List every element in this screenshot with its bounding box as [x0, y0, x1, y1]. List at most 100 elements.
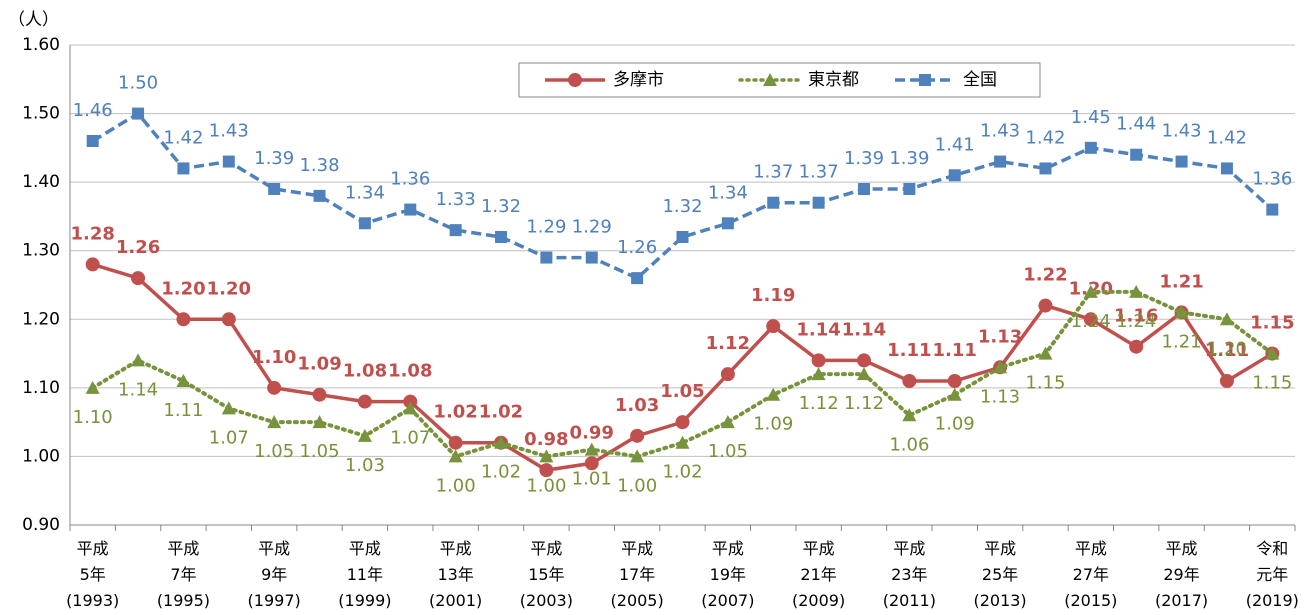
data-label: 1.24 — [1071, 311, 1111, 332]
data-label: 1.12 — [844, 393, 884, 414]
marker — [766, 319, 781, 334]
marker — [630, 428, 645, 443]
marker — [1038, 346, 1053, 360]
data-label: 1.14 — [796, 319, 840, 340]
marker — [763, 73, 777, 86]
data-label: 1.01 — [572, 469, 612, 490]
marker — [903, 183, 916, 195]
data-label: 1.13 — [978, 326, 1022, 347]
data-label: 1.42 — [163, 127, 203, 148]
data-label: 1.38 — [299, 155, 339, 176]
data-label: 1.16 — [1114, 306, 1158, 327]
data-label: 1.42 — [1207, 127, 1247, 148]
data-label: 1.20 — [161, 278, 205, 299]
marker — [176, 312, 191, 327]
marker — [358, 217, 371, 230]
marker — [312, 387, 327, 402]
data-label: 1.43 — [1162, 121, 1202, 142]
y-tick-label: 1.00 — [22, 446, 60, 466]
data-label: 1.29 — [526, 217, 566, 238]
data-label: 1.37 — [753, 162, 793, 183]
data-label: 1.03 — [345, 455, 385, 476]
y-tick-label: 1.50 — [22, 104, 60, 124]
marker — [539, 463, 554, 478]
marker — [221, 312, 236, 327]
data-label: 1.12 — [706, 333, 750, 354]
marker — [357, 428, 372, 442]
data-label: 1.08 — [388, 361, 432, 382]
data-label: 1.19 — [751, 285, 795, 306]
legend-box — [518, 62, 1041, 98]
x-tick-label: 令和 元年 (2019) — [1245, 539, 1299, 610]
data-label: 1.05 — [708, 441, 748, 462]
marker — [357, 394, 372, 409]
y-tick-label: 1.20 — [22, 309, 60, 329]
marker — [403, 401, 418, 415]
marker — [494, 435, 509, 449]
marker — [267, 380, 282, 395]
marker — [675, 435, 690, 449]
data-label: 1.43 — [209, 121, 249, 142]
data-label: 1.11 — [163, 400, 203, 421]
marker — [947, 387, 962, 401]
x-tick-label: 平成 23年 (2011) — [882, 539, 936, 610]
marker — [857, 183, 870, 195]
data-label: 1.00 — [617, 475, 657, 496]
data-label: 1.07 — [209, 427, 249, 448]
data-label: 1.26 — [116, 237, 160, 258]
data-label: 1.33 — [436, 189, 476, 210]
marker — [1039, 162, 1052, 175]
data-label: 1.02 — [433, 402, 477, 423]
data-label: 1.14 — [118, 379, 158, 400]
y-tick-label: 1.60 — [22, 35, 60, 55]
marker — [631, 272, 644, 285]
x-tick-label: 平成 15年 (2003) — [519, 539, 573, 610]
data-label: 1.39 — [889, 148, 929, 169]
data-label: 1.03 — [615, 395, 659, 416]
data-label: 1.05 — [299, 441, 339, 462]
data-label: 1.11 — [887, 340, 931, 361]
marker — [720, 415, 735, 429]
marker — [221, 401, 236, 415]
data-label: 1.02 — [662, 462, 702, 483]
marker — [177, 162, 190, 175]
series-line — [91, 111, 1274, 281]
data-label: 1.09 — [753, 414, 793, 435]
data-label: 1.32 — [662, 196, 702, 217]
marker — [85, 257, 100, 272]
marker — [131, 271, 146, 286]
data-label: 1.28 — [70, 223, 114, 244]
data-label: 1.02 — [481, 462, 521, 483]
data-label: 1.15 — [1025, 373, 1065, 394]
marker — [176, 374, 191, 387]
marker — [1219, 312, 1234, 326]
marker — [856, 367, 871, 381]
marker — [811, 367, 826, 381]
data-label: 1.05 — [660, 381, 704, 402]
marker — [86, 135, 99, 147]
data-label: 0.99 — [570, 422, 614, 443]
marker — [1129, 284, 1144, 298]
marker — [1083, 284, 1098, 298]
x-tick-label: 平成 11年 (1999) — [338, 539, 392, 610]
data-label: 1.11 — [1205, 340, 1249, 361]
data-label: 1.00 — [526, 475, 566, 496]
data-label: 1.43 — [980, 121, 1020, 142]
marker — [584, 456, 599, 471]
data-label: 1.13 — [980, 386, 1020, 407]
marker — [720, 367, 735, 382]
y-tick-label: 1.40 — [22, 172, 60, 192]
marker — [856, 353, 871, 368]
data-label: 1.21 — [1159, 271, 1203, 292]
marker — [902, 408, 917, 422]
data-label: 1.44 — [1116, 114, 1156, 135]
marker — [313, 189, 326, 202]
marker — [902, 374, 917, 388]
marker — [1219, 374, 1234, 388]
data-label: 1.39 — [844, 148, 884, 169]
marker — [584, 442, 599, 456]
data-label: 1.36 — [390, 169, 430, 190]
marker — [1265, 346, 1280, 360]
